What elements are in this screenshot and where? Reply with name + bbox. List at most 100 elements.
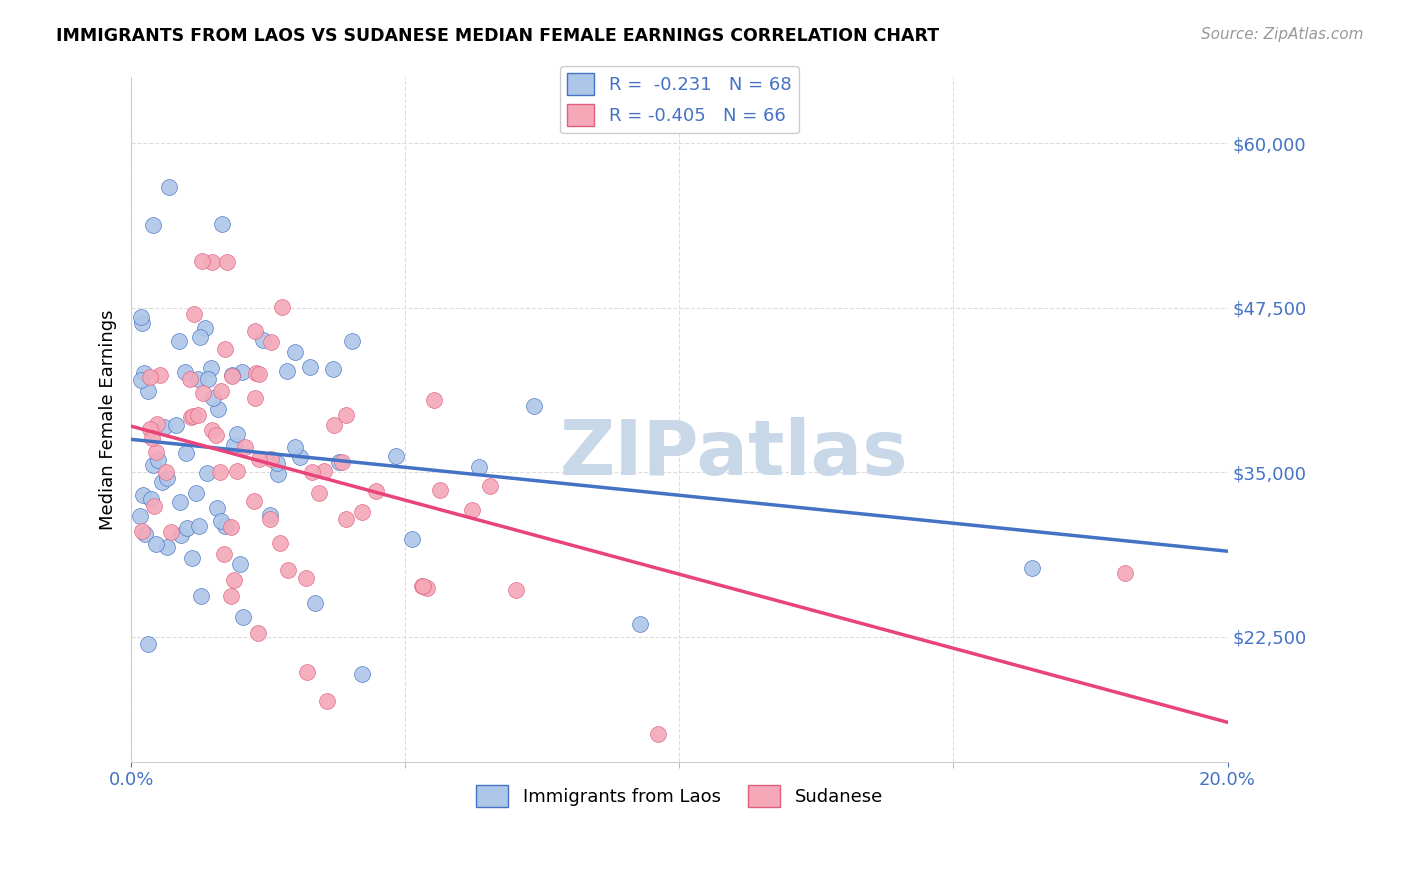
- Point: [284, 344, 307, 359]
- Point: [208, 465, 231, 479]
- Text: Source: ZipAtlas.com: Source: ZipAtlas.com: [1201, 27, 1364, 42]
- Point: [249, 451, 271, 466]
- Point: [225, 464, 247, 478]
- Point: [323, 417, 346, 432]
- Point: [478, 478, 501, 492]
- Point: [205, 501, 228, 516]
- Point: [259, 512, 281, 526]
- Point: [207, 402, 229, 417]
- Point: [201, 391, 224, 405]
- Point: [335, 512, 357, 526]
- Point: [647, 727, 669, 741]
- Point: [284, 440, 307, 454]
- Point: [191, 385, 214, 400]
- Point: [152, 420, 174, 434]
- Point: [146, 417, 169, 431]
- Point: [243, 391, 266, 405]
- Point: [315, 694, 337, 708]
- Point: [155, 466, 177, 480]
- Point: [132, 488, 155, 502]
- Point: [146, 453, 169, 467]
- Point: [270, 300, 292, 314]
- Point: [260, 452, 283, 467]
- Point: [150, 475, 173, 490]
- Point: [179, 372, 201, 386]
- Point: [142, 219, 165, 233]
- Point: [183, 307, 205, 321]
- Point: [294, 571, 316, 585]
- Point: [260, 334, 283, 349]
- Point: [269, 535, 291, 549]
- Point: [232, 610, 254, 624]
- Point: [201, 255, 224, 269]
- Point: [141, 431, 163, 445]
- Point: [190, 589, 212, 603]
- Point: [330, 455, 353, 469]
- Point: [149, 368, 172, 382]
- Point: [201, 423, 224, 437]
- Point: [335, 409, 357, 423]
- Point: [247, 368, 270, 382]
- Point: [322, 362, 344, 376]
- Point: [136, 384, 159, 399]
- Point: [139, 492, 162, 507]
- Point: [1021, 561, 1043, 575]
- Point: [295, 665, 318, 679]
- Point: [134, 367, 156, 381]
- Point: [188, 330, 211, 344]
- Point: [129, 373, 152, 387]
- Point: [134, 526, 156, 541]
- Point: [252, 333, 274, 347]
- Point: [157, 180, 180, 194]
- Point: [468, 459, 491, 474]
- Point: [187, 519, 209, 533]
- Point: [628, 616, 651, 631]
- Legend: Immigrants from Laos, Sudanese: Immigrants from Laos, Sudanese: [468, 778, 890, 814]
- Point: [276, 364, 298, 378]
- Point: [221, 519, 243, 533]
- Point: [312, 465, 335, 479]
- Point: [277, 563, 299, 577]
- Y-axis label: Median Female Earnings: Median Female Earnings: [100, 310, 117, 530]
- Point: [190, 254, 212, 268]
- Point: [209, 384, 232, 398]
- Point: [246, 626, 269, 640]
- Point: [211, 217, 233, 231]
- Point: [423, 392, 446, 407]
- Point: [142, 500, 165, 514]
- Point: [266, 456, 288, 470]
- Point: [129, 310, 152, 324]
- Point: [142, 458, 165, 473]
- Point: [415, 581, 437, 595]
- Point: [214, 518, 236, 533]
- Point: [352, 667, 374, 681]
- Text: ZIPatlas: ZIPatlas: [560, 417, 908, 491]
- Point: [461, 503, 484, 517]
- Point: [384, 449, 406, 463]
- Point: [231, 365, 253, 379]
- Point: [233, 440, 256, 454]
- Point: [308, 486, 330, 500]
- Point: [212, 547, 235, 561]
- Point: [214, 342, 236, 356]
- Point: [180, 409, 202, 424]
- Point: [205, 427, 228, 442]
- Point: [224, 438, 246, 452]
- Point: [131, 316, 153, 330]
- Point: [364, 483, 387, 498]
- Point: [224, 573, 246, 587]
- Point: [187, 408, 209, 422]
- Point: [169, 495, 191, 509]
- Point: [145, 537, 167, 551]
- Point: [221, 369, 243, 384]
- Point: [245, 324, 267, 338]
- Point: [131, 524, 153, 538]
- Point: [145, 445, 167, 459]
- Point: [429, 483, 451, 497]
- Point: [176, 520, 198, 534]
- Point: [159, 525, 181, 540]
- Point: [174, 365, 197, 379]
- Point: [299, 359, 322, 374]
- Point: [156, 540, 179, 554]
- Point: [221, 368, 243, 382]
